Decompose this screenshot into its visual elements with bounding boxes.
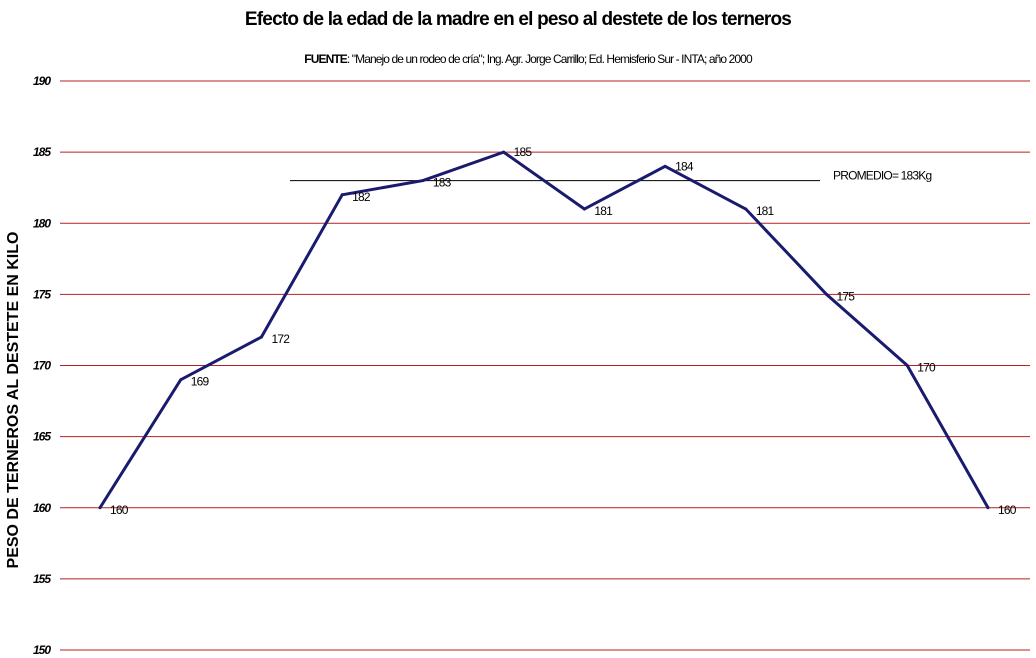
data-point bbox=[502, 150, 506, 154]
data-label: 172 bbox=[271, 332, 290, 346]
chart-title: Efecto de la edad de la madre en el peso… bbox=[244, 9, 792, 30]
data-point bbox=[986, 506, 990, 510]
data-label: 182 bbox=[352, 190, 371, 204]
data-point bbox=[259, 335, 263, 339]
y-tick-label: 150 bbox=[33, 643, 51, 657]
data-label: 185 bbox=[514, 145, 533, 159]
data-point bbox=[905, 364, 909, 367]
data-point bbox=[825, 292, 829, 296]
data-label: 170 bbox=[917, 361, 936, 375]
data-label: 169 bbox=[191, 375, 210, 389]
y-tick-label: 155 bbox=[33, 572, 51, 586]
data-label: 175 bbox=[837, 289, 856, 303]
data-label: 183 bbox=[433, 176, 452, 190]
data-label: 184 bbox=[675, 159, 694, 173]
y-tick-label: 170 bbox=[33, 359, 51, 373]
source-text: : "Manejo de un rodeo de cría"; Ing. Agr… bbox=[346, 52, 753, 66]
data-label: 160 bbox=[110, 503, 129, 517]
average-label: PROMEDIO= 183Kg bbox=[833, 169, 932, 183]
series-line bbox=[98, 150, 990, 509]
source-label: FUENTE bbox=[304, 52, 348, 66]
y-tick-label: 160 bbox=[33, 501, 51, 515]
data-label: 160 bbox=[998, 503, 1017, 517]
data-point bbox=[421, 179, 425, 183]
chart-subtitle: FUENTE: "Manejo de un rodeo de cría"; In… bbox=[0, 52, 1036, 66]
y-tick-label: 185 bbox=[33, 145, 51, 159]
y-tick-label: 190 bbox=[33, 74, 51, 88]
data-point bbox=[179, 378, 183, 382]
data-point bbox=[340, 193, 344, 197]
data-label: 181 bbox=[594, 204, 613, 218]
y-tick-label: 175 bbox=[33, 287, 51, 301]
data-label: 181 bbox=[756, 204, 775, 218]
y-tick-label: 165 bbox=[33, 430, 51, 444]
y-tick-label: 180 bbox=[33, 216, 51, 230]
data-point bbox=[582, 207, 586, 211]
data-point bbox=[663, 164, 667, 168]
data-point bbox=[98, 506, 102, 510]
data-point bbox=[744, 207, 748, 211]
